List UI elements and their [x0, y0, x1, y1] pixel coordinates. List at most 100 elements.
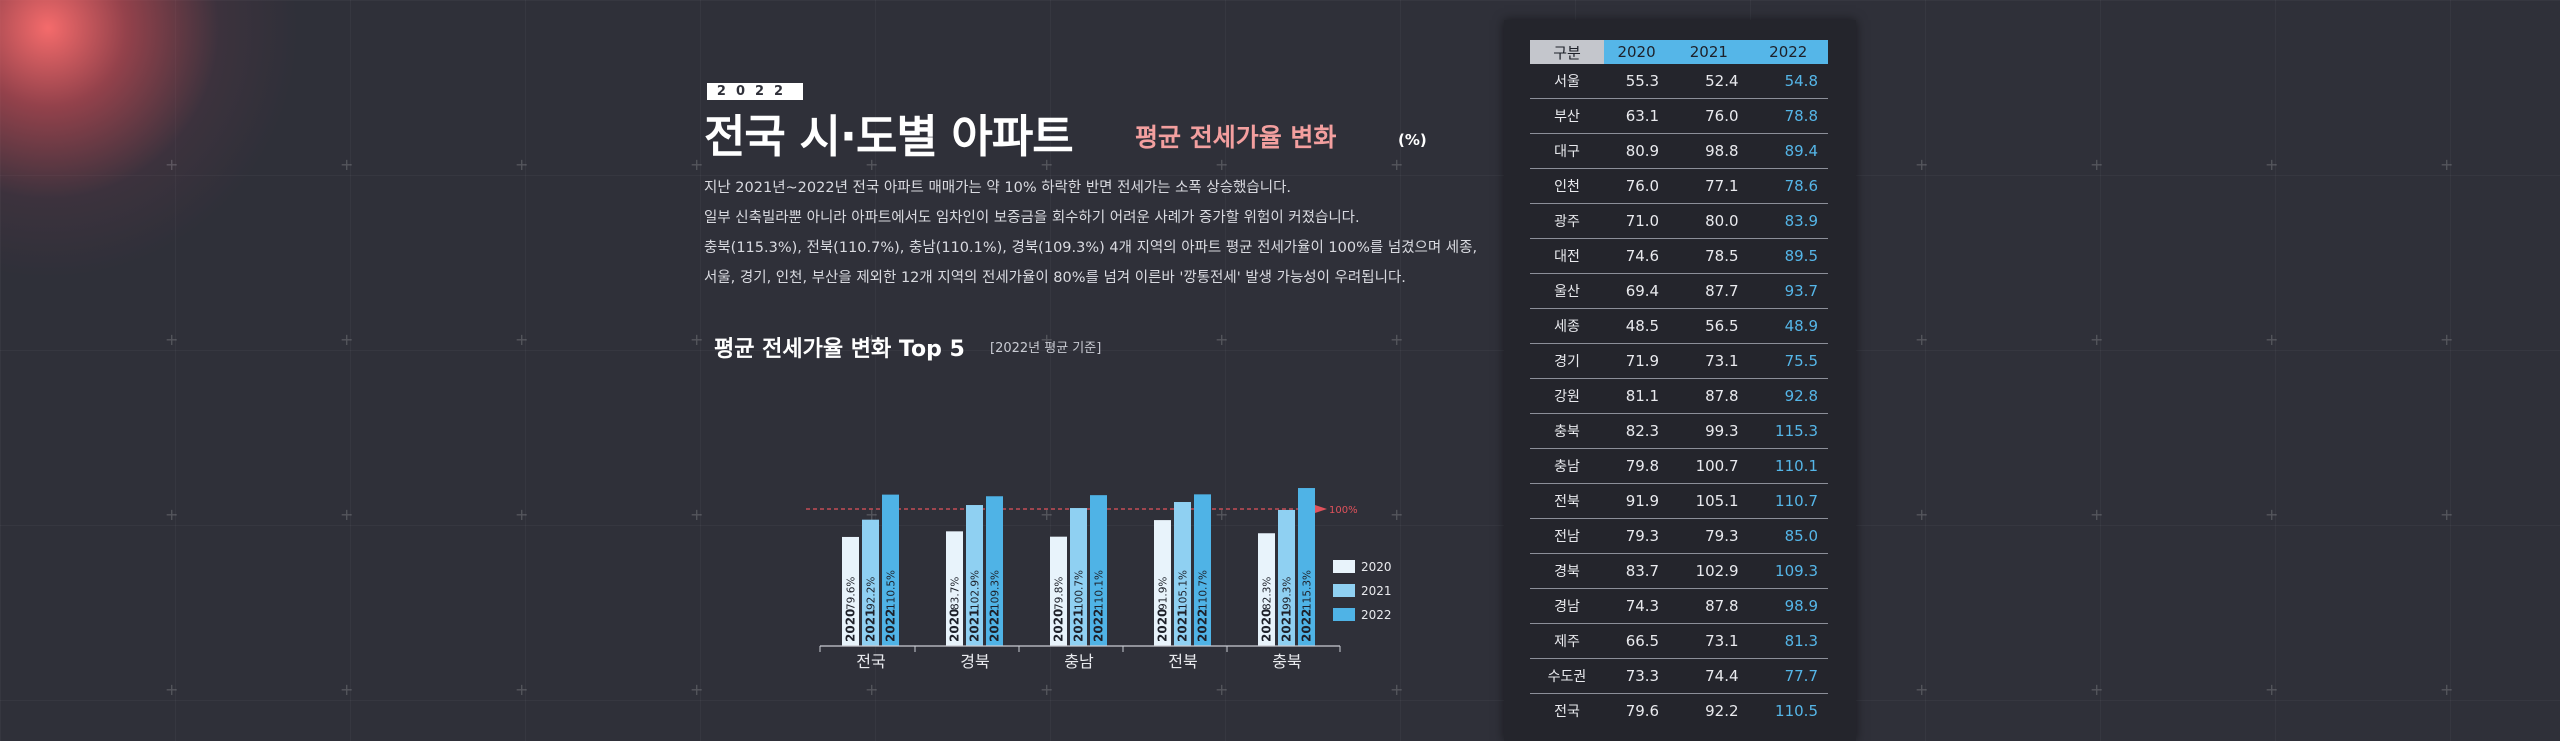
table-cell-value: 87.8 [1669, 588, 1749, 624]
bar-2021 [862, 519, 879, 646]
crosshair-mark: + [340, 505, 354, 524]
table-cell-region: 경남 [1530, 588, 1604, 624]
crosshair-mark: + [1215, 155, 1229, 174]
table-cell-region: 충남 [1530, 448, 1604, 484]
table-row: 대구 80.9 98.8 89.4 [1530, 133, 1828, 169]
table-header-row: 구분 2020 2021 2022 [1530, 40, 1828, 64]
table-cell-region: 충북 [1530, 413, 1604, 449]
x-tick-label: 충북 [1272, 652, 1301, 671]
table-cell-region: 세종 [1530, 308, 1604, 344]
crosshair-mark: + [865, 505, 879, 524]
table-header-2022: 2022 [1748, 40, 1828, 64]
bar-2022 [882, 494, 899, 646]
legend-label: 2020 [1361, 560, 1392, 574]
table-cell-region: 인천 [1530, 168, 1604, 204]
table-cell-value: 74.4 [1669, 658, 1749, 694]
bar-series-label: 2021 [1176, 609, 1190, 642]
bar-series-label: 2020 [844, 609, 858, 642]
bar-2021 [966, 505, 983, 646]
crosshair-mark: + [515, 505, 529, 524]
table-cell-value: 110.1 [1748, 448, 1828, 484]
crosshair-mark: + [165, 505, 179, 524]
bar-2020 [1154, 520, 1171, 646]
chart-title: 평균 전세가율 변화 Top 5 [714, 337, 965, 362]
table-cell-value: 105.1 [1669, 483, 1749, 519]
table-row: 수도권 73.3 74.4 77.7 [1530, 658, 1828, 694]
bar-2022 [986, 496, 1003, 646]
data-table-panel: 구분 2020 2021 2022 서울 55.3 52.4 54.8 부산 63.1 76… [1504, 20, 1856, 741]
crosshair-mark: + [515, 155, 529, 174]
x-tick-label: 충남 [1064, 652, 1094, 671]
table-cell-value: 75.5 [1748, 343, 1828, 379]
crosshair-mark: + [2440, 330, 2454, 349]
table-cell-value: 89.4 [1748, 133, 1828, 169]
table-cell-value: 87.8 [1669, 378, 1749, 414]
crosshair-mark: + [1915, 330, 1929, 349]
table-cell-value: 73.1 [1669, 343, 1749, 379]
crosshair-mark: + [1390, 680, 1404, 699]
x-tick-label: 경북 [960, 652, 989, 671]
table-cell-region: 경기 [1530, 343, 1604, 379]
table-cell-value: 93.7 [1748, 273, 1828, 309]
bar-chart: 100%202079.6%202192.2%2022110.5%전국202083… [806, 488, 1392, 671]
bar-value-label: 99.3% [1282, 577, 1294, 610]
crosshair-mark: + [690, 330, 704, 349]
table-header-2020: 2020 [1604, 40, 1670, 64]
crosshair-mark: + [2090, 505, 2104, 524]
crosshair-mark: + [165, 680, 179, 699]
crosshair-mark: + [2440, 680, 2454, 699]
table-cell-value: 109.3 [1748, 553, 1828, 589]
crosshair-mark: + [515, 330, 529, 349]
legend-label: 2021 [1361, 584, 1392, 598]
crosshair-mark: + [865, 680, 879, 699]
crosshair-mark: + [2265, 680, 2279, 699]
crosshair-mark: + [1915, 155, 1929, 174]
bar-value-label: 79.6% [846, 577, 858, 610]
crosshair-mark: + [340, 155, 354, 174]
bar-value-label: 83.7% [950, 577, 962, 610]
table-cell-region: 부산 [1530, 98, 1604, 134]
table-cell-region: 광주 [1530, 203, 1604, 239]
table-row: 전북 91.9 105.1 110.7 [1530, 483, 1828, 519]
crosshair-mark: + [165, 155, 179, 174]
bar-2020 [1258, 533, 1275, 646]
crosshair-mark: + [865, 155, 879, 174]
table-cell-region: 강원 [1530, 378, 1604, 414]
table-cell-value: 115.3 [1748, 413, 1828, 449]
reference-label: 100% [1329, 505, 1358, 516]
table-cell-value: 83.9 [1748, 203, 1828, 239]
crosshair-mark: + [1215, 505, 1229, 524]
bar-2022 [1090, 495, 1107, 646]
bar-2021 [1174, 502, 1191, 646]
crosshair-mark: + [1390, 155, 1404, 174]
table-cell-value: 79.3 [1669, 518, 1749, 554]
table-cell-region: 대전 [1530, 238, 1604, 274]
table-cell-value: 81.1 [1604, 378, 1670, 414]
table-row: 강원 81.1 87.8 92.8 [1530, 378, 1828, 414]
bar-value-label: 109.3% [990, 570, 1002, 610]
table-cell-value: 78.6 [1748, 168, 1828, 204]
table-cell-region: 제주 [1530, 623, 1604, 659]
table-cell-value: 77.1 [1669, 168, 1749, 204]
legend-swatch-2020 [1333, 560, 1355, 573]
table-cell-region: 울산 [1530, 273, 1604, 309]
crosshair-mark: + [1915, 680, 1929, 699]
bar-value-label: 110.1% [1094, 570, 1106, 610]
x-tick-label: 전국 [856, 652, 885, 671]
table-cell-region: 전국 [1554, 704, 1580, 720]
bar-value-label: 115.3% [1302, 570, 1314, 610]
bar-2021 [1278, 509, 1295, 646]
crosshair-mark: + [340, 680, 354, 699]
table-header-2021: 2021 [1669, 40, 1749, 64]
description-line: 서울, 경기, 인천, 부산을 제외한 12개 지역의 전세가율이 80%를 넘… [704, 270, 1406, 286]
table-row: 전국 79.6 92.2 110.5 [1530, 694, 1828, 729]
table-cell-value: 92.8 [1748, 378, 1828, 414]
crosshair-mark: + [1215, 330, 1229, 349]
table-cell-value: 71.9 [1604, 343, 1670, 379]
legend-swatch-2022 [1333, 608, 1355, 621]
table-row: 광주 71.0 80.0 83.9 [1530, 203, 1828, 239]
table-cell-value: 98.8 [1669, 133, 1749, 169]
table-cell-value: 56.5 [1669, 308, 1749, 344]
table-cell-value: 77.7 [1748, 658, 1828, 694]
table-cell-value: 89.5 [1748, 238, 1828, 274]
